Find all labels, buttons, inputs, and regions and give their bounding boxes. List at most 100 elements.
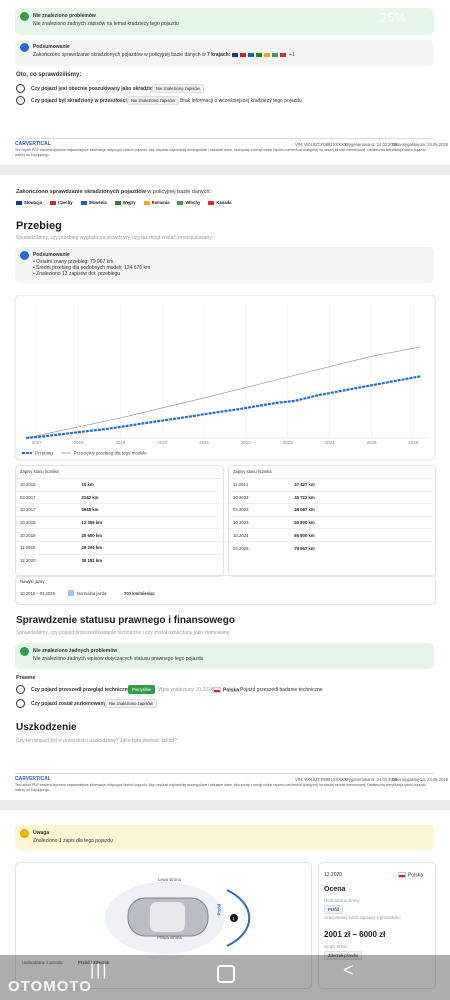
section-subtitle: Sprawdziliśmy, czy przebieg wygląda na p… (16, 235, 213, 241)
table-cell: 11.2021 (233, 482, 249, 488)
check-chip: Nie znaleziono zapisów (105, 699, 157, 708)
side-chip: Przód (324, 905, 343, 914)
damage-date: 12.2020 (324, 872, 343, 878)
mileage-chart: 2017 2018 2019 2020 2021 2022 2023 2024 2025 2026… (14, 295, 436, 461)
check-icon (16, 685, 25, 694)
footer-disclaimer: Ten raport PDF zawiera wybrane najważnie… (15, 148, 426, 157)
table-cell: 10.2017 (20, 507, 36, 513)
footer-rule (15, 138, 434, 139)
ok-box (15, 643, 434, 669)
table-row: 10.2023 55 800 km (229, 516, 433, 529)
side-label: Lewa strona (158, 877, 181, 882)
rating-title: Ocena (324, 886, 346, 893)
x-tick-label: 2018 (74, 440, 85, 445)
field-label: Uszkodzone strony (324, 898, 360, 903)
table-cell: 10 km (81, 482, 94, 488)
table-row: 10.2017 5948 km (16, 503, 221, 517)
summary-item: • Ostatni znany przebieg: 79 967 km (33, 259, 114, 265)
table-cell: 2142 km (81, 494, 99, 500)
banner-title: Nie znaleziono problemów (33, 13, 96, 19)
x-tick-label: 2020 (157, 440, 168, 445)
footer-logo: CARVERTICAL (15, 776, 51, 782)
check-question: Czy pojazd jest obecnie poszukiwany jako… (31, 86, 162, 92)
group-title: Prawne (16, 675, 36, 681)
table-cell: 10.2023 (233, 520, 249, 526)
x-tick-label: 2026 (408, 440, 419, 445)
habits-box (15, 575, 436, 605)
table-cell: 03.2023 (233, 507, 249, 513)
x-tick-label: 2017 (32, 440, 43, 445)
country: Węgry (122, 200, 136, 205)
check-icon (16, 699, 25, 708)
x-tick-label: 2021 (199, 440, 210, 445)
table-cell: 10.2016 (20, 482, 36, 488)
table-row: 10.2016 10 km (16, 478, 221, 492)
country: Słowenia (88, 200, 107, 205)
nav-home[interactable] (217, 965, 235, 983)
check-icon (16, 96, 25, 105)
habits-title: Nawyki jazdy (20, 579, 45, 584)
flag (16, 200, 22, 205)
field-label: Szacunkowy koszt naprawy z przeszłości (324, 915, 401, 920)
x-tick-label: 2024 (325, 440, 336, 445)
flag (208, 200, 215, 205)
table-box (228, 465, 436, 577)
summary-item-text: Średni przebieg dla podobnych modeli: 12… (36, 265, 151, 271)
series-line (26, 375, 421, 440)
damage-country: Polska (398, 872, 423, 878)
car-diagram (105, 882, 251, 954)
country: Włochy (185, 200, 201, 205)
table-cell: 48 087 km (294, 507, 315, 513)
footer-generated: Wygenerowano: 24.03.2026 (345, 142, 398, 147)
country-list: Słowacja Czechy Słowenia Węgry Rumunia Włochy… (16, 200, 240, 205)
info-icon (20, 43, 29, 52)
inspection-entry: Wpis znaleziony 10.2024 (158, 687, 214, 693)
warning-icon (20, 829, 29, 838)
footer-logo: CARVERTICAL (15, 141, 51, 147)
flag (49, 200, 56, 205)
inspection-note: Pojazd przeszedł badanie techniczne (240, 687, 323, 693)
footer-disclaimer: Ten raport PDF zawiera wybrane najważnie… (15, 783, 426, 792)
table-cell: 45 723 km (294, 494, 315, 500)
summary-title: Podsumowanie (33, 44, 70, 50)
summary-more: +1 (289, 52, 295, 58)
warning-text: Znaleziono 1 zapis dla tego pojazdu (33, 838, 113, 844)
flag (114, 200, 121, 205)
summary-text: Zakończono sprawdzanie skradzionych poja… (33, 52, 295, 58)
banner (15, 8, 434, 35)
side-label: Przód (216, 903, 222, 916)
ok-icon (20, 12, 29, 21)
table-cell: 10.2018 (20, 520, 36, 526)
mileage-table: 10.2016 10 km 03.2017 2142 km 10.2017 5948 km… (16, 478, 221, 567)
summary-item-text: Znaleziono 13 zapisów dot. przebiegu (36, 271, 121, 277)
habits-kind: Normalna jazda (77, 591, 107, 596)
table-row: 03.2023 48 087 km (229, 503, 433, 517)
nav-back[interactable]: < (343, 960, 354, 980)
front-damage-value: Przód / Zderzak (78, 960, 109, 965)
warning-title: Uwaga (33, 830, 50, 836)
stolen-rest: w policyjnej bazie danych: (147, 189, 212, 195)
check-chip: Pomyślnie (128, 685, 156, 694)
flag (177, 200, 184, 205)
x-tick-label: 2019 (115, 440, 126, 445)
table-cell: 29 204 km (81, 545, 103, 551)
damage-marker (230, 914, 238, 922)
flag (80, 200, 87, 205)
table-row: 11.2021 37 427 km (229, 478, 433, 492)
table-cell: 20 600 km (81, 532, 103, 538)
check-question: Czy pojazd przeszedł przegląd techniczny… (31, 687, 134, 693)
info-icon (20, 251, 29, 260)
check-chip: Nie znaleziono zapisów (152, 84, 204, 93)
nav-recent[interactable]: ||| (90, 962, 109, 979)
legend-label: Przeciętny przebieg dla tego modelu (74, 451, 147, 456)
check-note: Brak informacji o wcześniejszej kradzież… (180, 98, 302, 104)
country: Rumunia (151, 200, 170, 205)
table-cell: 5948 km (81, 507, 99, 513)
table-cell: 10.2019 (20, 532, 36, 538)
mileage-table: 11.2021 37 427 km 10.2022 45 723 km 03.2023 4… (229, 478, 433, 554)
habits-swatch (68, 590, 74, 596)
check-question: Czy pojazd był skradziony w przeszłości? (31, 98, 130, 104)
stolen-bold: Zakończono sprawdzanie skradzionych poja… (16, 189, 146, 195)
table-cell: 37 427 km (294, 482, 315, 488)
summary-item-text: Ostatni znany przebieg: 79 967 km (36, 259, 114, 265)
